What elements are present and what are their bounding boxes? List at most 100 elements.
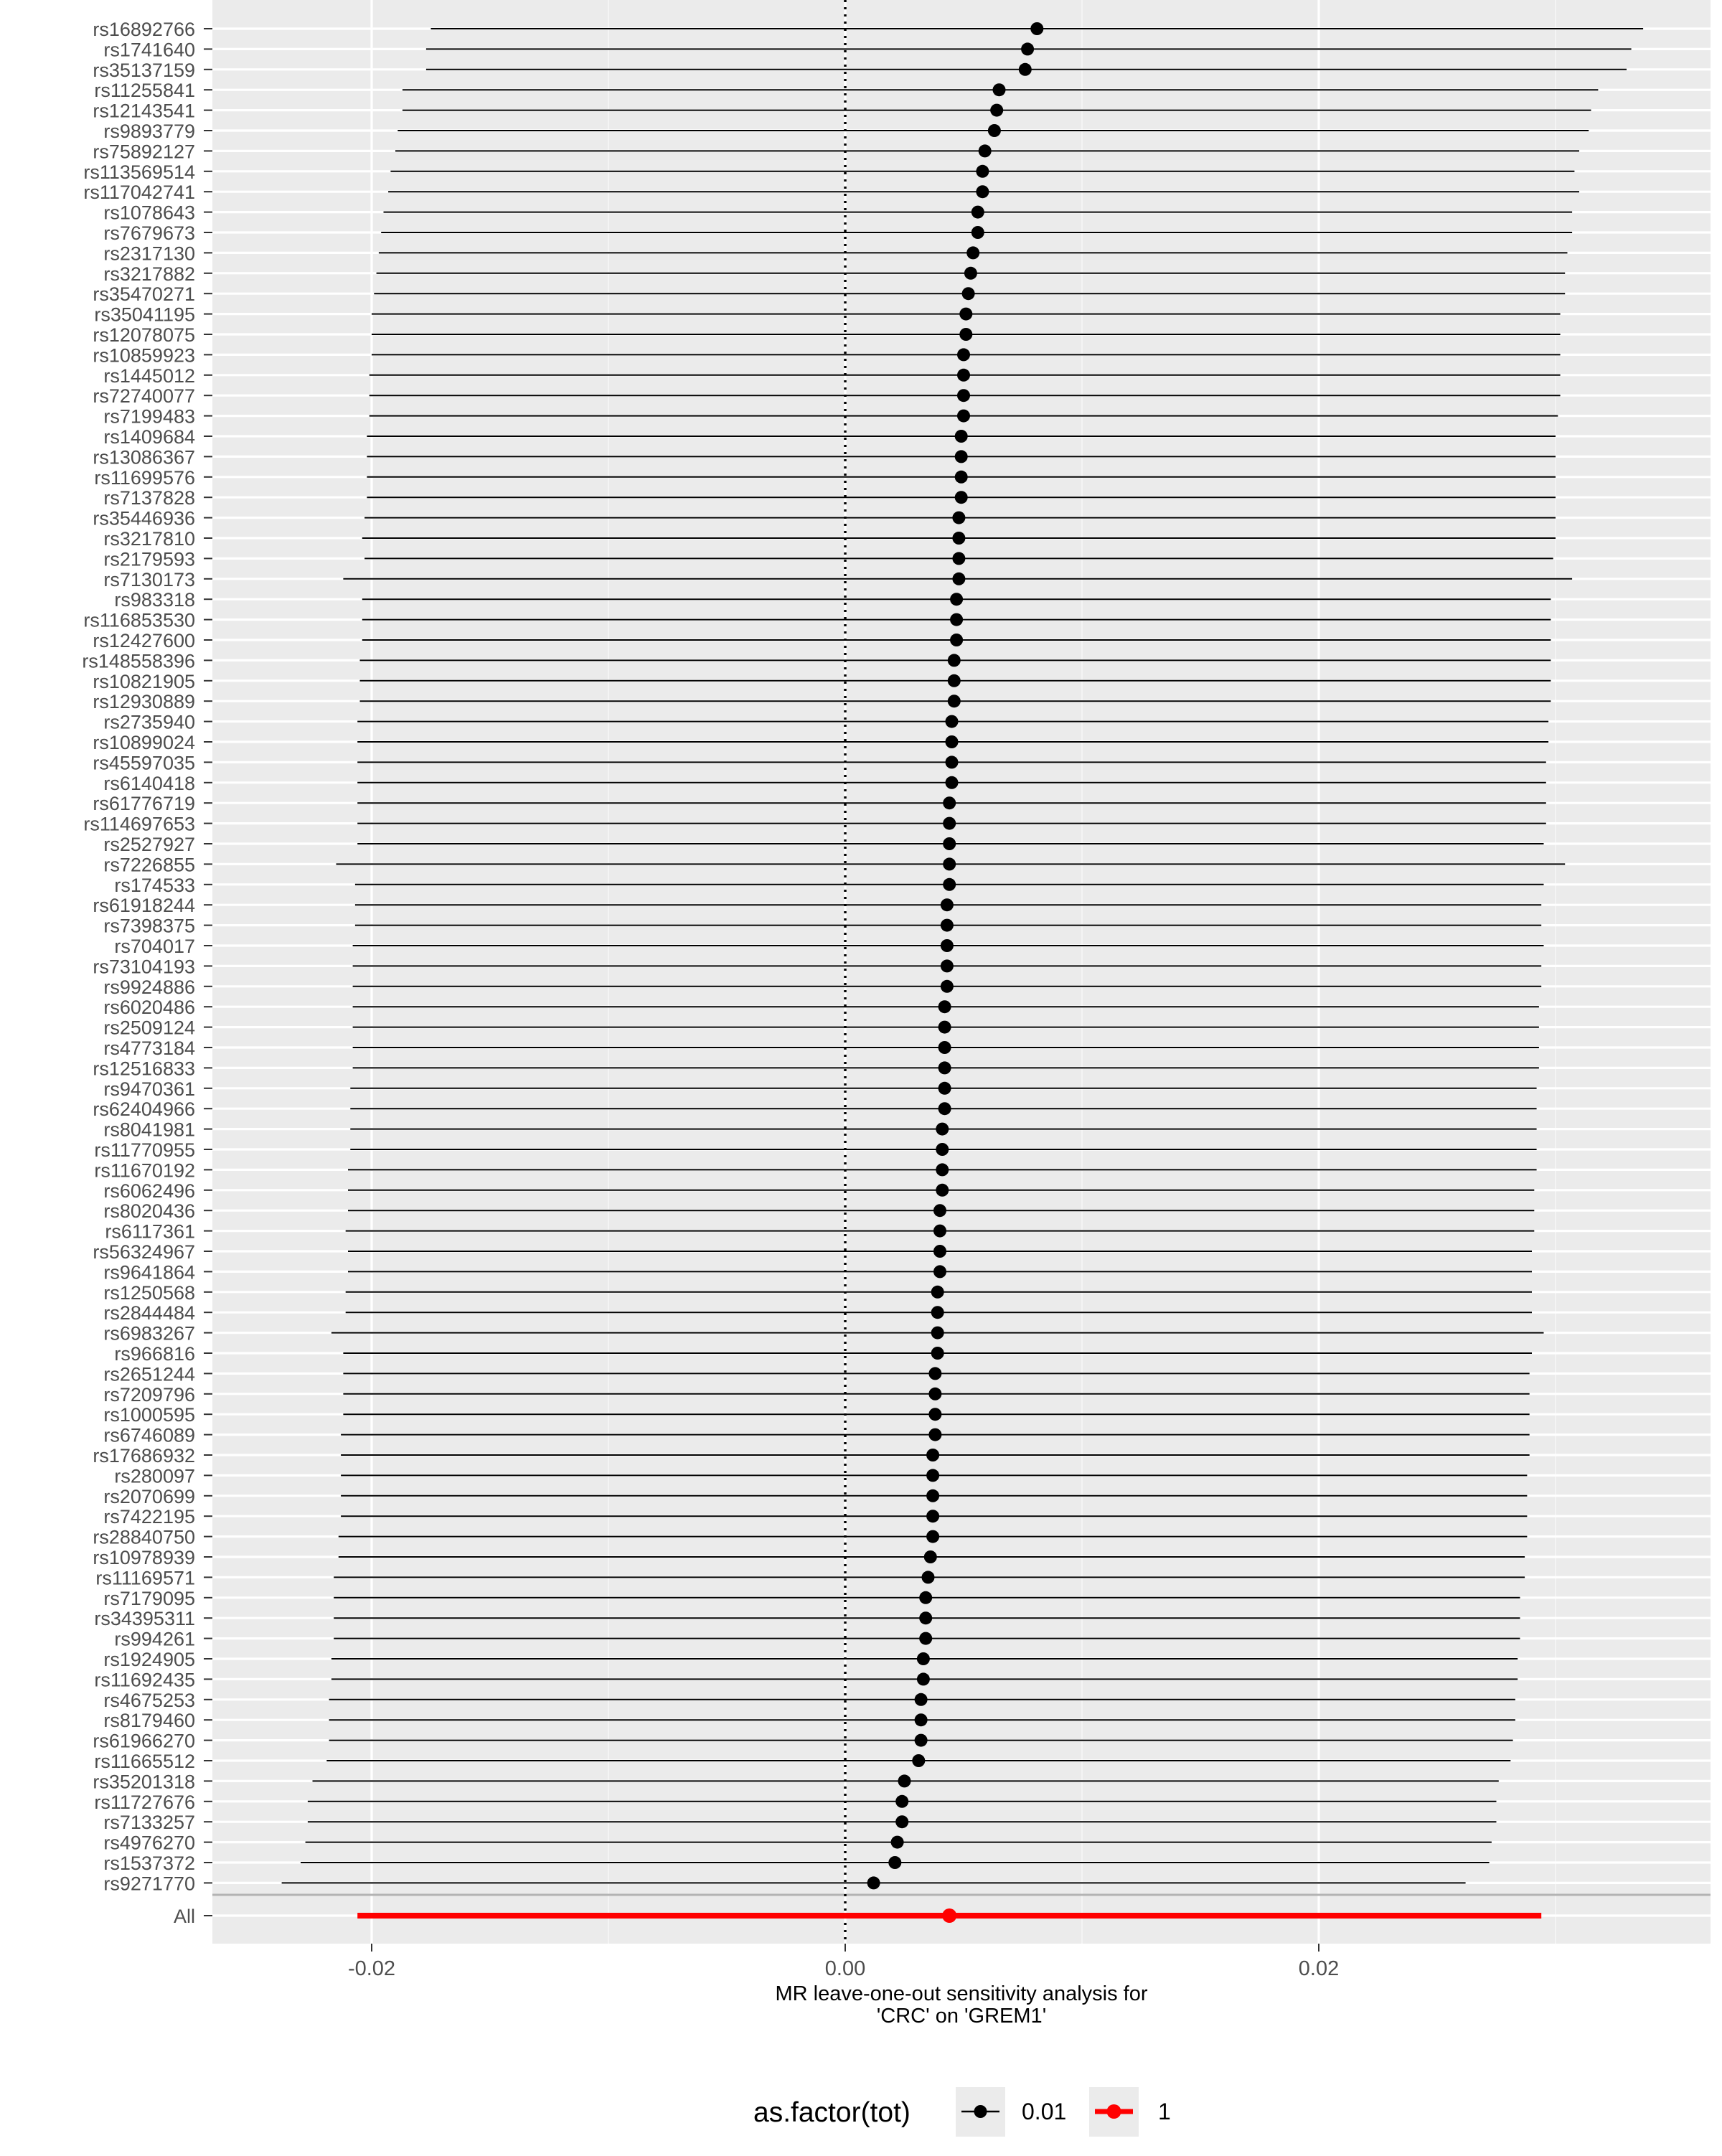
snp-point (936, 1163, 949, 1177)
snp-row: rs3217810 (103, 528, 1556, 550)
snp-row: rs9641864 (103, 1261, 1532, 1283)
snp-row: rs1741640 (103, 39, 1632, 60)
snp-point (914, 1693, 928, 1706)
snp-point (867, 1876, 880, 1890)
snp-label: rs116853530 (83, 610, 195, 631)
snp-point (940, 979, 954, 993)
snp-label: rs7179095 (103, 1588, 195, 1609)
x-tick-label: 0.00 (825, 1957, 865, 1980)
snp-label: rs8179460 (103, 1710, 195, 1731)
snp-label: rs2179593 (103, 548, 195, 570)
snp-row: rs10821905 (93, 671, 1551, 692)
snp-point (943, 877, 956, 891)
overall-point (942, 1908, 957, 1923)
snp-label: rs17686932 (93, 1445, 195, 1467)
snp-label: rs28840750 (93, 1527, 195, 1548)
snp-point (931, 1326, 944, 1340)
snp-row: rs13086367 (93, 446, 1556, 468)
snp-label: rs35137159 (93, 60, 195, 81)
snp-row: rs6983267 (103, 1323, 1544, 1345)
snp-row: rs11770955 (94, 1139, 1537, 1161)
snp-label: rs72740077 (93, 385, 195, 407)
snp-point (990, 103, 1004, 117)
snp-row: rs35041195 (94, 304, 1561, 326)
snp-label: rs9641864 (103, 1261, 195, 1283)
snp-label: rs11770955 (94, 1139, 195, 1161)
snp-point (914, 1733, 928, 1747)
snp-row: rs35470271 (93, 283, 1566, 305)
snp-row: rs1445012 (103, 365, 1561, 387)
snp-label: rs174533 (114, 875, 195, 896)
snp-label: rs3217810 (103, 528, 195, 550)
snp-row: rs34395311 (94, 1608, 1520, 1629)
snp-label: rs114697653 (83, 814, 195, 835)
snp-label: rs7679673 (103, 222, 195, 244)
snp-row: rs12516833 (93, 1058, 1539, 1079)
snp-label: rs11727676 (94, 1792, 195, 1813)
snp-point (945, 715, 959, 728)
snp-row: rs62404966 (93, 1098, 1537, 1120)
snp-label: rs2527927 (103, 834, 195, 855)
snp-label: rs11692435 (94, 1669, 195, 1690)
snp-row: rs7179095 (103, 1588, 1520, 1609)
snp-point (938, 1000, 951, 1014)
snp-row: rs4675253 (103, 1690, 1515, 1711)
snp-label: rs62404966 (93, 1098, 195, 1120)
snp-row: rs994261 (114, 1629, 1520, 1650)
snp-point (928, 1367, 942, 1380)
snp-label: rs1078643 (103, 202, 195, 224)
snp-point (964, 266, 977, 280)
snp-row: rs148558396 (82, 650, 1551, 672)
snp-row: rs7199483 (103, 406, 1558, 428)
snp-point (1021, 42, 1035, 56)
snp-row: rs12143541 (93, 100, 1591, 122)
x-axis-title: 'CRC' on 'GREM1' (877, 2005, 1046, 2028)
snp-point (940, 959, 954, 973)
snp-row: rs2509124 (103, 1017, 1539, 1039)
snp-point (957, 368, 970, 382)
snp-label: rs4976270 (103, 1832, 195, 1854)
snp-label: rs61776719 (93, 793, 195, 814)
x-tick-label: 0.02 (1299, 1957, 1339, 1980)
snp-label: rs61918244 (93, 895, 195, 916)
snp-point (931, 1306, 944, 1319)
legend-item-label: 1 (1158, 2099, 1171, 2124)
snp-point (1018, 62, 1032, 76)
snp-row: rs45597035 (93, 752, 1546, 773)
snp-label: rs4773184 (103, 1037, 195, 1059)
snp-row: rs113569514 (83, 161, 1575, 183)
snp-label: rs12078075 (93, 324, 195, 346)
legend-item-label: 0.01 (1022, 2099, 1066, 2124)
snp-row: rs75892127 (93, 141, 1579, 162)
snp-label: rs16892766 (93, 19, 195, 40)
snp-label: rs704017 (114, 936, 195, 957)
snp-point (940, 939, 954, 952)
snp-point (919, 1632, 933, 1645)
legend-key-point (974, 2105, 987, 2118)
snp-point (938, 1081, 951, 1095)
snp-label: rs12930889 (93, 691, 195, 712)
snp-label: rs148558396 (82, 650, 195, 672)
snp-row: rs11692435 (94, 1669, 1518, 1690)
snp-point (947, 654, 961, 667)
snp-label: rs2317130 (103, 243, 195, 264)
snp-row: rs1409684 (103, 426, 1556, 448)
snp-row: rs280097 (114, 1465, 1528, 1487)
snp-label: rs2735940 (103, 712, 195, 733)
snp-row: rs11665512 (94, 1751, 1511, 1772)
snp-row: rs2317130 (103, 243, 1568, 264)
snp-point (933, 1224, 946, 1238)
snp-row: rs28840750 (93, 1527, 1528, 1548)
snp-label: rs56324967 (93, 1241, 195, 1263)
snp-point (957, 389, 970, 403)
snp-label: rs7398375 (103, 915, 195, 937)
snp-point (961, 287, 975, 301)
snp-point (954, 491, 968, 504)
snp-row: rs7398375 (103, 915, 1542, 937)
snp-label: rs10859923 (93, 344, 195, 366)
snp-point (954, 470, 968, 484)
snp-row: rs7422195 (103, 1506, 1528, 1527)
snp-label: rs8041981 (103, 1119, 195, 1141)
snp-row: rs9271770 (103, 1873, 1466, 1894)
